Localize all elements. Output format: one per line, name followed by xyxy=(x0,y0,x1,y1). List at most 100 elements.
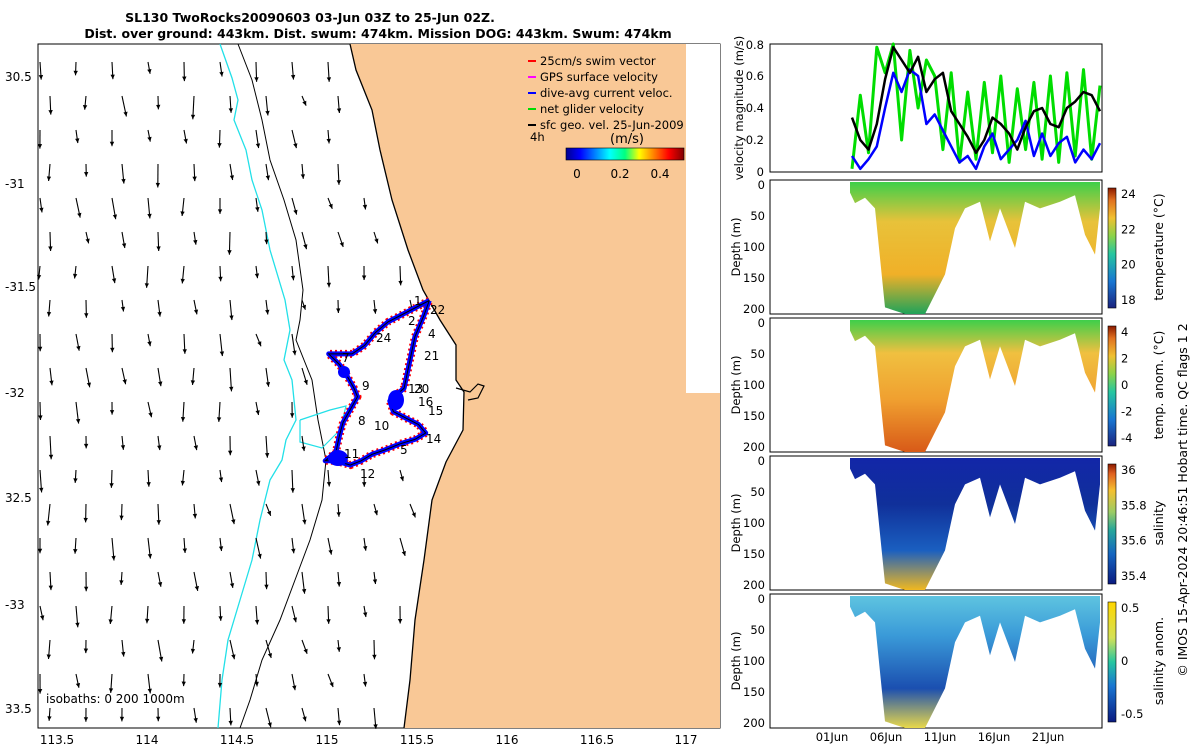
glider-track xyxy=(321,296,434,470)
waypoint-label: 21 xyxy=(424,349,439,363)
velocity-arrow-head xyxy=(37,144,43,149)
velocity-arrow-head xyxy=(147,341,152,347)
velocity-arrow-head xyxy=(109,483,114,488)
section-ytick-label: 200 xyxy=(743,578,765,592)
section-y-axis-label: Depth (m) xyxy=(729,218,743,277)
map-xtick-label: 114 xyxy=(136,733,159,747)
section-colorbar-tick: 20 xyxy=(1121,258,1136,272)
section-ytick-label: 0 xyxy=(758,178,765,192)
velocity-arrow-head xyxy=(228,108,233,113)
section-ytick-label: 100 xyxy=(743,240,765,254)
time-xtick-label: 21Jun xyxy=(1032,730,1065,744)
velocity-arrow-head xyxy=(374,238,379,244)
section-colorbar-tick: 0 xyxy=(1121,654,1128,668)
velocity-arrow-head xyxy=(228,720,233,726)
velocity-arrow-head xyxy=(217,143,222,148)
velocity-arrow-head xyxy=(326,481,332,487)
velocity-ytick-label: 0 xyxy=(757,165,764,179)
waypoint-label: 9 xyxy=(362,379,370,393)
section-ytick-label: 50 xyxy=(750,485,765,499)
velocity-arrow-head xyxy=(265,382,271,387)
velocity-arrow-head xyxy=(147,69,152,74)
velocity-arrow-head xyxy=(326,77,332,82)
velocity-arrow-head xyxy=(112,214,117,220)
velocity-arrow-head xyxy=(190,380,196,385)
section-colorbar-tick: 4 xyxy=(1121,325,1128,339)
velocity-arrow-head xyxy=(219,351,225,357)
velocity-arrow-head xyxy=(49,380,54,386)
waypoint-label: 22 xyxy=(430,303,445,317)
velocity-arrow-head xyxy=(411,512,416,518)
section-colorbar xyxy=(1107,601,1117,723)
time-xtick-label: 06Jun xyxy=(870,730,903,744)
velocity-arrow-head xyxy=(328,549,333,555)
velocity-arrow-head xyxy=(147,136,152,142)
velocity-arrow-head xyxy=(108,619,113,624)
velocity-ytick-label: 0.2 xyxy=(746,133,764,147)
velocity-arrow-head xyxy=(84,172,89,177)
waypoint-label: 8 xyxy=(358,414,366,428)
velocity-arrow-head xyxy=(156,716,161,722)
track-line xyxy=(323,300,430,466)
waypoint-label: 1 xyxy=(414,294,422,308)
velocity-arrow-head xyxy=(180,211,185,216)
velocity-arrow-head xyxy=(302,100,307,106)
map-xtick-label: 114.5 xyxy=(220,733,254,747)
velocity-arrow-head xyxy=(120,445,126,450)
velocity-arrow-head xyxy=(183,138,188,144)
velocity-arrow-head xyxy=(373,724,378,729)
velocity-arrow-head xyxy=(290,74,296,80)
velocity-arrow-head xyxy=(302,716,307,722)
velocity-arrow-head xyxy=(362,204,368,210)
section-ytick-label: 0 xyxy=(758,454,765,468)
velocity-arrow-head xyxy=(180,417,186,422)
velocity-arrow-head xyxy=(337,720,342,726)
velocity-arrow-head xyxy=(158,381,163,387)
time-label: 4h xyxy=(530,130,545,144)
velocity-arrow-head xyxy=(46,176,52,181)
velocity-arrow-head xyxy=(158,656,164,662)
velocity-arrow-head xyxy=(300,174,305,179)
velocity-arrow-head xyxy=(219,71,224,77)
velocity-arrow-head xyxy=(291,548,296,554)
velocity-arrow-head xyxy=(399,476,404,482)
section-panel-4: 0 50 100 150 200 Depth (m) 0.5 0 -0.5 salinity an… xyxy=(729,592,1166,730)
velocity-arrow-head xyxy=(363,612,368,617)
section-ytick-label: 150 xyxy=(743,685,765,699)
velocity-arrow-head xyxy=(46,520,51,526)
sfc-geo-velocity-arrows xyxy=(36,61,416,729)
velocity-ytick-label: 0.4 xyxy=(746,101,764,115)
section-ytick-label: 50 xyxy=(750,347,765,361)
velocity-arrow-head xyxy=(363,546,368,551)
velocity-arrow-head xyxy=(82,105,88,110)
section-colorbar-tick: 35.8 xyxy=(1121,498,1147,512)
map-ytick-label: 33.5 xyxy=(5,702,32,716)
velocity-arrow-head xyxy=(75,418,81,424)
velocity-arrow-head xyxy=(76,345,81,351)
velocity-arrow-head xyxy=(193,445,198,451)
velocity-arrow-head xyxy=(85,238,90,244)
time-xtick-label: 01Jun xyxy=(816,730,849,744)
section-colorbar-tick: -0.5 xyxy=(1121,707,1143,721)
velocity-arrow-head xyxy=(303,648,308,654)
velocity-arrow-head xyxy=(301,304,306,310)
section-y-axis-label: Depth (m) xyxy=(729,632,743,691)
velocity-arrow-head xyxy=(303,379,308,385)
time-xtick-label: 16Jun xyxy=(978,730,1011,744)
isobath-label: isobaths: 0 200 1000m xyxy=(46,692,185,706)
velocity-arrow-head xyxy=(109,141,115,147)
velocity-arrow-head xyxy=(155,182,160,188)
velocity-arrow-head xyxy=(301,446,306,452)
velocity-arrow-head xyxy=(181,681,186,687)
velocity-arrow-head xyxy=(157,311,162,317)
velocity-arrow-head xyxy=(180,278,185,284)
waypoint-labels: 2 21 24 4 22 1 9 10 7 20 16 15 14 11 12 … xyxy=(342,294,445,481)
velocity-arrow-head xyxy=(110,74,115,80)
map-y-ticks: 30.5 -31 -31.5 -32 32.5 -33 33.5 xyxy=(5,70,36,716)
velocity-arrow-head xyxy=(182,76,187,82)
section-colorbar-tick: 35.6 xyxy=(1121,534,1147,548)
velocity-arrow-head xyxy=(336,647,341,652)
velocity-arrow-head xyxy=(265,175,270,181)
waypoint-label: 14 xyxy=(426,432,441,446)
